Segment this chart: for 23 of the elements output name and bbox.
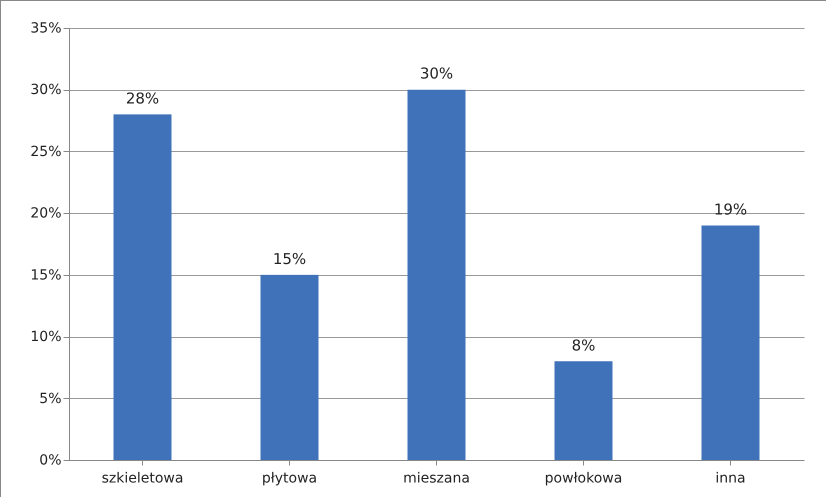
y-tick-label: 5% xyxy=(39,390,62,407)
bar xyxy=(702,225,760,460)
data-label: 30% xyxy=(420,64,454,83)
y-tick-label: 35% xyxy=(30,20,62,36)
bar xyxy=(408,90,466,460)
y-tick-label: 10% xyxy=(30,329,62,346)
x-tick-label: powłokowa xyxy=(544,470,622,486)
data-label: 8% xyxy=(572,336,596,354)
x-tick-label: szkieletowa xyxy=(102,470,184,486)
bar xyxy=(114,114,172,460)
data-label: 15% xyxy=(272,250,306,268)
y-tick-label: 20% xyxy=(30,206,62,222)
x-tick-label: inna xyxy=(715,470,746,486)
data-label: 19% xyxy=(714,200,748,218)
y-tick-label: 0% xyxy=(39,452,62,468)
bar xyxy=(554,361,612,460)
data-label: 28% xyxy=(126,89,160,108)
x-tick-label: mieszana xyxy=(403,470,470,486)
x-tick-label: płytowa xyxy=(262,470,318,486)
y-tick-label: 25% xyxy=(30,144,62,160)
bar xyxy=(260,274,318,460)
y-tick-label: 30% xyxy=(30,82,62,98)
y-tick-label: 15% xyxy=(30,267,62,284)
